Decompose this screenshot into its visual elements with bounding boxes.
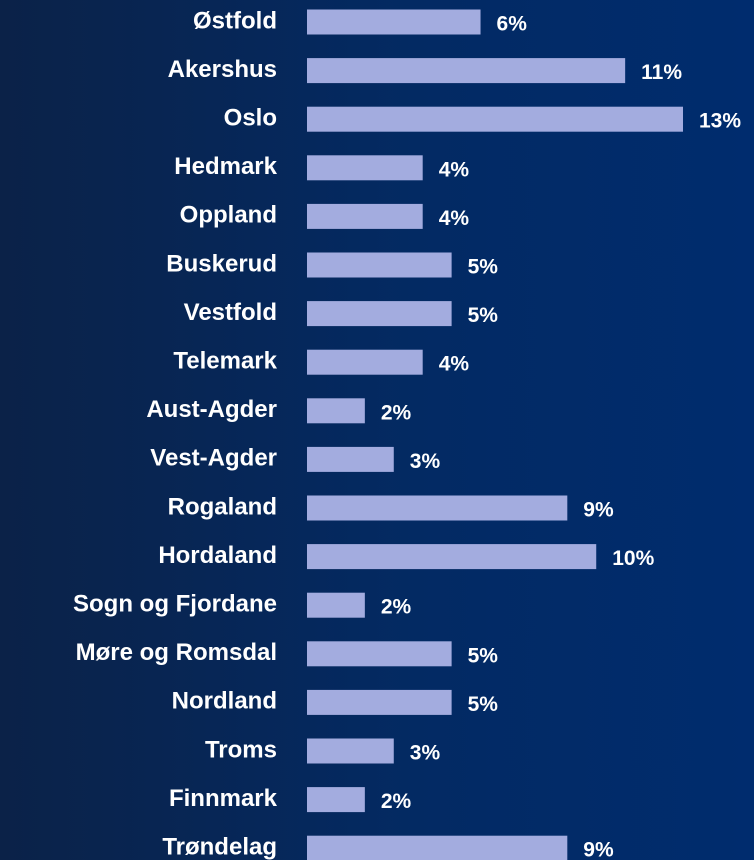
bar <box>307 787 365 813</box>
bar <box>307 446 394 472</box>
category-label: Nordland <box>172 688 277 715</box>
bar <box>307 58 626 84</box>
bar <box>307 398 365 424</box>
bar <box>307 641 452 667</box>
value-label: 2% <box>381 596 412 619</box>
category-label: Trøndelag <box>162 834 277 860</box>
bar <box>307 835 568 860</box>
bar <box>307 252 452 278</box>
bar <box>307 738 394 764</box>
bar <box>307 9 481 35</box>
category-label: Akershus <box>168 56 277 83</box>
category-label: Vestfold <box>184 299 277 326</box>
category-label: Finnmark <box>169 785 278 812</box>
value-label: 11% <box>641 61 682 84</box>
value-label: 5% <box>468 256 499 279</box>
value-label: 10% <box>612 547 654 570</box>
value-label: 3% <box>410 742 441 765</box>
category-label: Rogaland <box>168 493 277 520</box>
value-label: 5% <box>468 644 499 667</box>
value-label: 5% <box>468 693 499 716</box>
bar <box>307 203 423 229</box>
bar <box>307 592 365 618</box>
value-label: 9% <box>583 499 614 522</box>
category-label: Møre og Romsdal <box>76 639 277 666</box>
value-label: 9% <box>583 839 614 860</box>
category-label: Aust-Agder <box>146 396 277 423</box>
bar <box>307 544 597 570</box>
category-label: Troms <box>205 736 277 763</box>
bar <box>307 155 423 181</box>
bar <box>307 301 452 327</box>
category-label: Hedmark <box>174 153 277 180</box>
bar <box>307 689 452 715</box>
value-label: 2% <box>381 790 412 813</box>
bar <box>307 106 683 132</box>
value-label: 3% <box>410 450 441 473</box>
category-label: Hordaland <box>158 542 277 569</box>
value-label: 6% <box>497 13 528 36</box>
category-label: Sogn og Fjordane <box>73 591 277 618</box>
category-label: Østfold <box>193 7 277 34</box>
bar <box>307 349 423 375</box>
category-label: Oppland <box>180 202 277 229</box>
value-label: 4% <box>439 158 470 181</box>
value-label: 4% <box>439 353 470 376</box>
value-label: 4% <box>439 207 470 230</box>
category-label: Oslo <box>224 105 277 132</box>
value-label: 13% <box>699 110 741 133</box>
value-label: 2% <box>381 401 412 424</box>
category-label: Buskerud <box>166 250 277 277</box>
value-label: 5% <box>468 304 499 327</box>
category-label: Telemark <box>173 348 277 375</box>
bar <box>307 495 568 521</box>
category-label: Vest-Agder <box>150 445 277 472</box>
